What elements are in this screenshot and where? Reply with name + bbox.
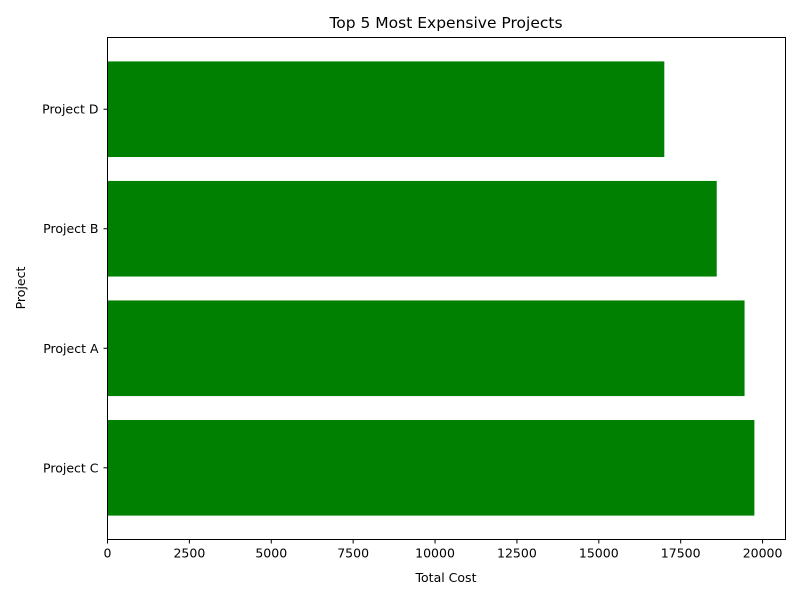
- y-axis-label: Project: [13, 267, 28, 310]
- bar-project-d: [107, 61, 665, 158]
- x-tick-label: 0: [104, 546, 112, 561]
- x-tick-label: 10000: [415, 546, 455, 561]
- bar-project-a: [107, 300, 745, 397]
- x-tick-label: 12500: [497, 546, 537, 561]
- x-tick-label: 15000: [579, 546, 619, 561]
- y-tick-label: Project C: [43, 460, 99, 475]
- x-axis-ticks: 0 2500 5000 7500 10000 12500 15000 17500 20000: [104, 539, 783, 561]
- x-tick-label: 20000: [743, 546, 783, 561]
- bars-layer: [107, 61, 755, 516]
- x-tick-label: 7500: [337, 546, 369, 561]
- y-axis-ticks: Project C Project A Project B Project D: [42, 102, 108, 475]
- plot-frame: [107, 37, 786, 540]
- x-tick-label: 2500: [173, 546, 205, 561]
- bar-project-b: [107, 180, 717, 277]
- chart-title: Top 5 Most Expensive Projects: [328, 14, 562, 32]
- y-tick-label: Project B: [43, 221, 98, 236]
- y-tick-label: Project A: [43, 341, 99, 356]
- x-tick-label: 5000: [255, 546, 287, 561]
- y-tick-label: Project D: [42, 102, 98, 117]
- x-tick-label: 17500: [661, 546, 701, 561]
- x-axis-label: Total Cost: [415, 570, 477, 585]
- bar-project-c: [107, 419, 755, 516]
